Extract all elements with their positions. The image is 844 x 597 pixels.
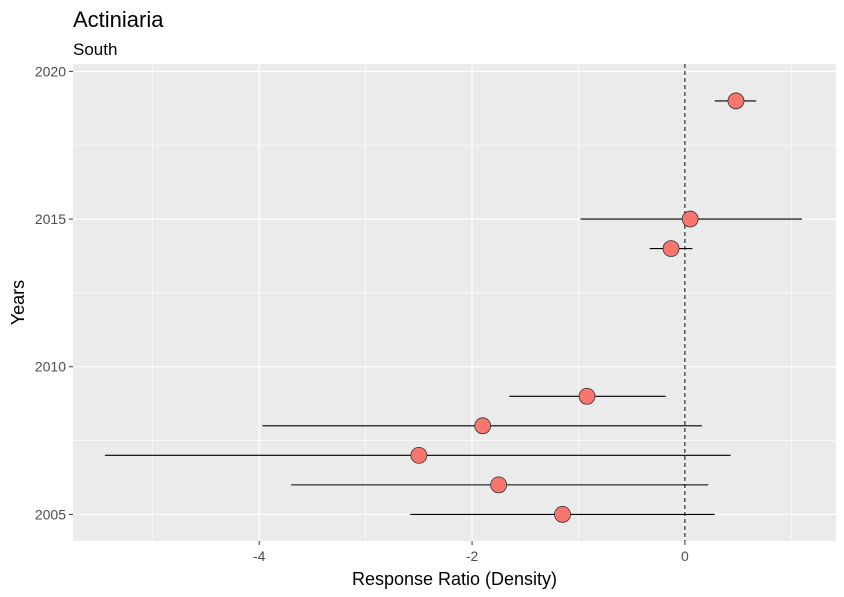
x-tick-label: -4 (253, 548, 266, 564)
y-tick-label: 2005 (35, 506, 66, 522)
data-point (727, 92, 745, 110)
x-tick-label: 0 (681, 548, 689, 564)
data-point (490, 476, 508, 494)
data-point (681, 210, 699, 228)
data-point (554, 506, 571, 523)
y-tick-label: 2020 (35, 63, 66, 79)
x-tick-label: -2 (466, 548, 479, 564)
y-tick-label: 2015 (35, 211, 66, 227)
data-marks (104, 92, 802, 523)
chart-title: Actiniaria (73, 7, 164, 32)
axes: -4 -2 0 2005 2010 2015 2020 (35, 63, 689, 564)
chart-subtitle: South (73, 40, 117, 59)
plot-panel (73, 64, 836, 541)
data-point (410, 446, 428, 464)
data-point (474, 417, 492, 435)
x-axis-title: Response Ratio (Density) (352, 569, 557, 589)
y-axis-title: Years (8, 280, 28, 325)
data-point (578, 387, 596, 405)
data-point (662, 240, 680, 257)
y-tick-label: 2010 (35, 359, 66, 375)
